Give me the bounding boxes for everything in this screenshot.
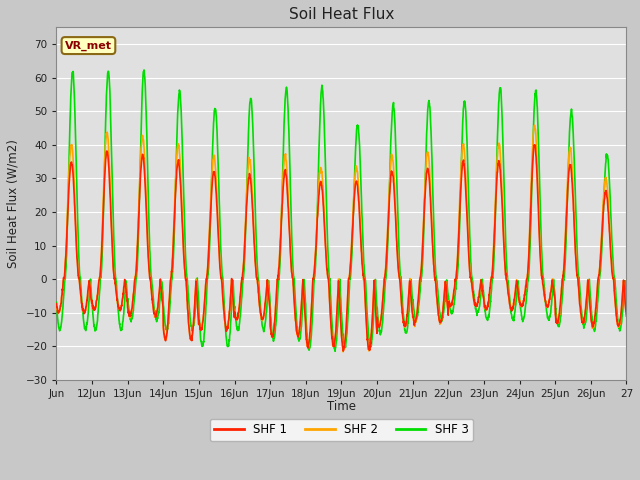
Legend: SHF 1, SHF 2, SHF 3: SHF 1, SHF 2, SHF 3: [210, 419, 473, 441]
Y-axis label: Soil Heat Flux (W/m2): Soil Heat Flux (W/m2): [7, 139, 20, 268]
Title: Soil Heat Flux: Soil Heat Flux: [289, 7, 394, 22]
X-axis label: Time: Time: [327, 400, 356, 413]
Text: VR_met: VR_met: [65, 40, 112, 51]
